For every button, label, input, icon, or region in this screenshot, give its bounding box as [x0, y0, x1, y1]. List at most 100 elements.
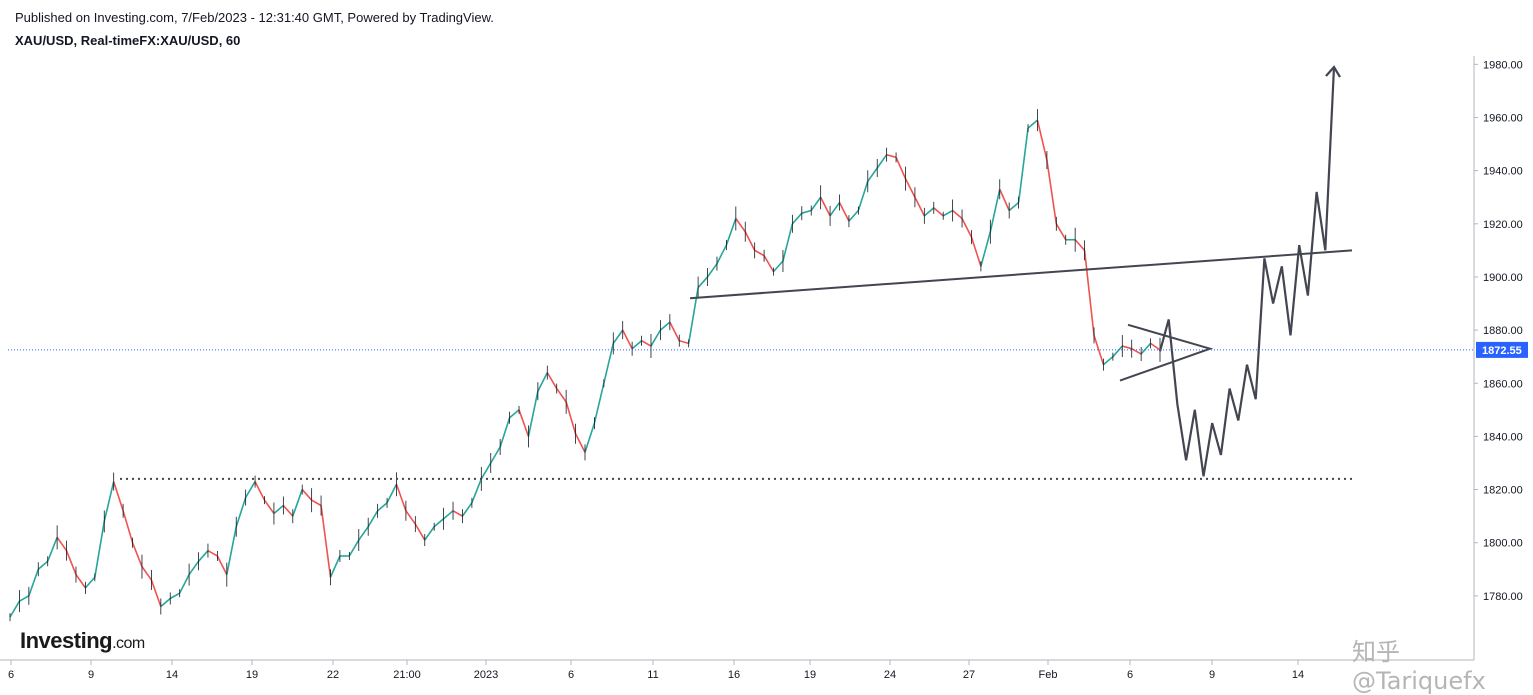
- x-tick-label: 16: [728, 669, 740, 681]
- price-segment: [28, 569, 40, 597]
- price-segment: [933, 207, 944, 217]
- price-segment: [631, 340, 643, 350]
- price-segment: [490, 446, 501, 464]
- price-segment: [178, 574, 190, 594]
- price-segment: [1017, 128, 1029, 203]
- x-tick-label: 9: [88, 669, 94, 681]
- price-segment: [348, 539, 360, 557]
- price-segment: [989, 189, 1001, 232]
- price-segment: [103, 481, 115, 522]
- price-segment: [433, 518, 445, 528]
- x-tick-label: 14: [166, 669, 178, 681]
- price-segment: [235, 497, 247, 528]
- price-segment: [169, 592, 181, 600]
- projection-path[interactable]: [1158, 66, 1336, 477]
- x-tick-label: 19: [246, 669, 258, 681]
- price-segment: [358, 526, 369, 541]
- y-axis[interactable]: 1780.00 1800.00 1820.00 1840.00 1860.00 1880.…: [1473, 56, 1528, 660]
- current-price-label: 1872.55: [1482, 345, 1522, 357]
- price-segment: [273, 504, 284, 515]
- x-tick-label: 6: [8, 669, 14, 681]
- price-segment: [527, 391, 539, 437]
- price-segment: [150, 579, 162, 607]
- price-segment: [999, 188, 1010, 211]
- price-segment: [1055, 223, 1067, 241]
- price-segment: [621, 329, 633, 350]
- price-segment: [188, 560, 200, 576]
- price-segment: [876, 154, 888, 169]
- price-segment: [414, 523, 426, 541]
- price-segment: [886, 153, 897, 159]
- projection-arrowhead: [1325, 65, 1341, 78]
- price-segment: [1008, 201, 1020, 212]
- x-tick-label: 9: [1209, 669, 1215, 681]
- price-segment: [895, 157, 907, 179]
- price-segment: [848, 209, 859, 222]
- y-tick-label: 1980.00: [1483, 59, 1523, 71]
- price-segment: [1102, 356, 1114, 366]
- price-segment: [970, 236, 982, 267]
- price-segment: [574, 433, 586, 453]
- price-segment: [292, 489, 303, 517]
- price-segment: [829, 202, 841, 217]
- price-segment: [923, 207, 935, 217]
- y-tick-label: 1820.00: [1483, 485, 1523, 497]
- price-segment: [160, 597, 171, 608]
- price-segment: [443, 510, 454, 520]
- price-segment: [679, 339, 689, 345]
- price-segment: [744, 231, 756, 251]
- price-segment: [867, 167, 878, 182]
- price-segment: [565, 401, 577, 434]
- y-tick-label: 1880.00: [1483, 325, 1523, 337]
- trend-line[interactable]: [689, 249, 1353, 300]
- price-segment: [763, 255, 775, 273]
- x-axis[interactable]: 6 9 14 19 22 21:00 2023 6 11 16 19 24 27 Feb 6 9 14: [0, 659, 1474, 681]
- x-tick-label: 27: [963, 669, 975, 681]
- price-segment: [65, 550, 77, 575]
- price-segment: [593, 383, 605, 424]
- price-segment: [141, 566, 153, 581]
- price-segment: [320, 505, 332, 578]
- y-tick-label: 1920.00: [1483, 219, 1523, 231]
- plot-area[interactable]: [8, 65, 1474, 622]
- price-segment: [603, 343, 615, 384]
- price-segment: [659, 321, 671, 331]
- price-segment: [518, 409, 530, 437]
- author-watermark: 知乎 @Tariquefx: [1352, 638, 1486, 695]
- price-segment: [772, 260, 784, 273]
- price-segment: [509, 409, 520, 419]
- price-segment: [1093, 335, 1105, 365]
- publish-info: Published on Investing.com, 7/Feb/2023 -…: [15, 10, 494, 25]
- price-segment: [75, 574, 87, 589]
- price-segment: [650, 329, 662, 347]
- price-segment: [584, 422, 596, 453]
- price-segment: [546, 372, 558, 389]
- price-segment: [857, 181, 869, 211]
- price-segment: [471, 478, 483, 504]
- x-tick-label: 19: [804, 669, 816, 681]
- price-segment: [395, 483, 407, 512]
- price-segment: [311, 499, 322, 507]
- price-segment: [810, 196, 822, 211]
- price-segment: [282, 504, 294, 517]
- price-segment: [461, 502, 473, 517]
- x-tick-label: Feb: [1039, 669, 1058, 681]
- y-tick-label: 1860.00: [1483, 378, 1523, 390]
- x-tick-label: 6: [1127, 669, 1133, 681]
- price-segment: [405, 510, 416, 525]
- price-segment: [37, 560, 49, 570]
- price-segment: [687, 287, 699, 344]
- x-tick-label: 14: [1292, 669, 1304, 681]
- triangle-pattern[interactable]: [1119, 323, 1214, 382]
- price-segment: [1112, 345, 1123, 358]
- price-segment: [301, 489, 313, 501]
- price-segment: [706, 263, 718, 278]
- price-segment: [46, 537, 58, 562]
- price-segment: [961, 218, 973, 238]
- price-segment: [386, 483, 398, 504]
- price-segment: [801, 209, 812, 214]
- x-tick-label: 24: [884, 669, 896, 681]
- investing-logo: Investing.com: [20, 628, 145, 653]
- price-segment: [612, 329, 624, 344]
